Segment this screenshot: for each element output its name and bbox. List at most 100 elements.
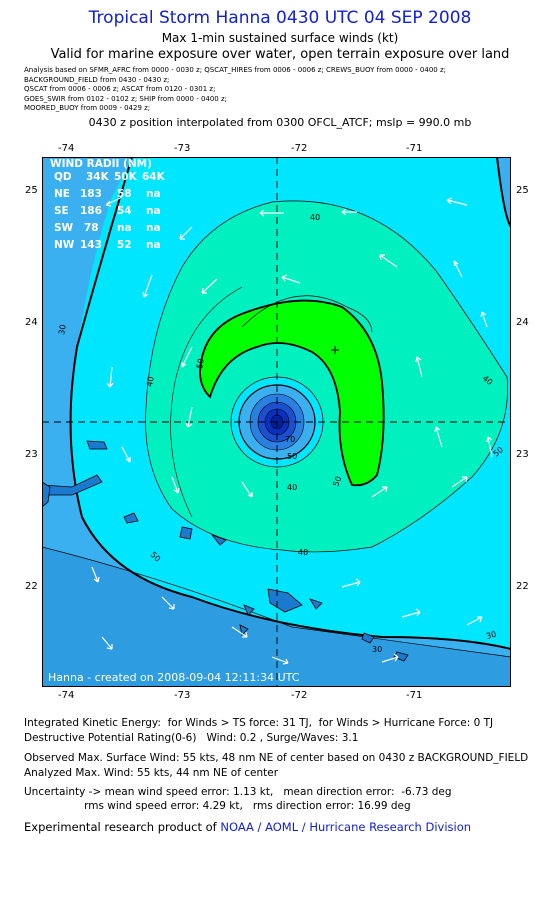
x-tick-label: -74 (58, 143, 75, 154)
source-line: QSCAT from 0006 - 0006 z; ASCAT from 012… (24, 85, 216, 94)
source-line: Analysis based on SFMR_AFRC from 0000 - … (24, 66, 447, 74)
position-note: 0430 z position interpolated from 0300 O… (88, 116, 472, 129)
x-tick-label: -74 (58, 690, 75, 701)
x-tick-label: -71 (406, 690, 423, 701)
wind-radii-cell: na (146, 188, 161, 200)
contour-label: 40 (287, 483, 297, 492)
wind-arrow (401, 608, 421, 618)
y-tick-label: 22 (25, 581, 38, 592)
wind-radii-cell: 186 (80, 205, 102, 217)
land-mass (42, 481, 51, 508)
analysis-sources: Analysis based on SFMR_AFRC from 0000 - … (24, 66, 544, 114)
wind-radii-cell: 143 (80, 239, 102, 251)
x-tick-label: -73 (174, 690, 191, 701)
wind-arrow (241, 481, 253, 498)
wind-band-40 (145, 200, 508, 552)
contour-label: 70 (285, 435, 295, 444)
subtitle: Max 1-min sustained surface winds (kt) (161, 31, 399, 45)
y-tick-label: 25 (516, 185, 529, 196)
wind-arrow (451, 476, 468, 488)
wind-arrow (161, 596, 175, 610)
wind-arrow (381, 653, 399, 663)
hrd-link[interactable]: NOAA / AOML / Hurricane Research Divisio… (220, 820, 472, 834)
contour-label: 40 (145, 376, 156, 388)
wind-arrow (434, 426, 443, 448)
wind-arrow (179, 226, 193, 240)
wind-arrow (101, 636, 113, 650)
source-line: GOES_SWIR from 0102 - 0102 z; SHIP from … (24, 94, 228, 103)
land-mass (309, 598, 323, 610)
wind-arrow (181, 346, 193, 368)
y-tick-label: 23 (516, 449, 529, 460)
analyzed-max-line: Analyzed Max. Wind: 55 kts, 44 nm NE of … (24, 767, 279, 779)
contour-line (42, 546, 511, 658)
wind-radii-header: 50K (114, 171, 138, 183)
wind-band-50 (199, 299, 385, 487)
wind-vectors (91, 196, 493, 665)
wind-arrow (201, 278, 218, 294)
wind-analysis-map: 40 30 50 40 40 50 70 50 40 50 40 50 30 3… (42, 157, 511, 687)
land-mass (42, 474, 103, 496)
contour-label: 40 (310, 213, 320, 222)
wind-radii-cell: 54 (117, 205, 132, 217)
wind-radii-cell: na (117, 222, 132, 234)
wind-arrow (446, 197, 468, 206)
x-tick-label: -72 (291, 690, 308, 701)
wind-arrow (379, 254, 398, 268)
contour-line (145, 200, 508, 553)
contour-line (496, 157, 511, 228)
x-tick-label: -71 (406, 143, 423, 154)
wind-radii-cell: SW (54, 222, 74, 234)
contour-label: 50 (195, 358, 206, 370)
wind-radii-cell: 58 (117, 188, 132, 200)
uncertainty-line: Uncertainty -> mean wind speed error: 1.… (24, 786, 452, 798)
wind-arrow (281, 274, 301, 284)
page-title: Tropical Storm Hanna 0430 UTC 04 SEP 200… (88, 8, 472, 28)
wind-radii-cell: NW (54, 239, 75, 251)
land-mass (86, 440, 108, 450)
wind-arrow (142, 274, 153, 298)
max-wind-marker (331, 346, 339, 354)
product-credit-prefix: Experimental research product of (24, 820, 221, 834)
wind-arrow (271, 656, 289, 665)
y-tick-label: 23 (25, 449, 38, 460)
wind-arrow (486, 436, 493, 458)
contour-line (241, 295, 373, 333)
wind-radii-header: QD (54, 171, 72, 183)
wind-radii-cell: NE (54, 188, 70, 200)
land-mass (243, 604, 255, 616)
wind-radii-table: WIND RADII (NM) QD 34K 50K 64K NE 183 58… (50, 158, 166, 251)
wind-arrow (185, 406, 193, 428)
y-tick-label: 24 (516, 317, 529, 328)
creation-note: Hanna - created on 2008-09-04 12:11:34 U… (48, 671, 300, 684)
product-credit: Experimental research product of NOAA / … (24, 820, 471, 834)
x-tick-label: -72 (291, 143, 308, 154)
validity-note: Valid for marine exposure over water, op… (50, 47, 510, 62)
source-line: BACKGROUND_FIELD from 0430 - 0430 z; (24, 75, 170, 84)
observed-max-line: Observed Max. Surface Wind: 55 kts, 48 n… (24, 752, 529, 764)
land-mass (210, 534, 227, 546)
contour-label: 30 (372, 645, 382, 654)
wind-arrow (91, 566, 100, 583)
wind-arrow (480, 311, 488, 328)
wind-radii-cell: na (146, 239, 161, 251)
contour-label: 30 (485, 630, 497, 641)
wind-arrow (121, 446, 131, 463)
contour-line (170, 286, 243, 518)
y-tick-label: 25 (25, 185, 38, 196)
contour-label: 50 (287, 452, 297, 461)
wind-arrow (371, 486, 388, 498)
wind-radii-cell: na (146, 205, 161, 217)
dpr-line: Destructive Potential Rating(0-6) Wind: … (24, 732, 359, 744)
contour-label: 50 (331, 475, 343, 488)
wind-radii-cell: SE (54, 205, 69, 217)
y-tick-label: 22 (516, 581, 529, 592)
source-line: MOORED_BUOY from 0009 - 0429 z; (24, 104, 151, 113)
x-tick-label: -73 (174, 143, 191, 154)
land-mass (361, 632, 375, 644)
wind-arrow (341, 578, 361, 588)
land-mass (179, 526, 193, 540)
wind-radii-cell: 78 (84, 222, 99, 234)
wind-arrow (341, 208, 357, 216)
contour-label: 40 (298, 548, 308, 557)
